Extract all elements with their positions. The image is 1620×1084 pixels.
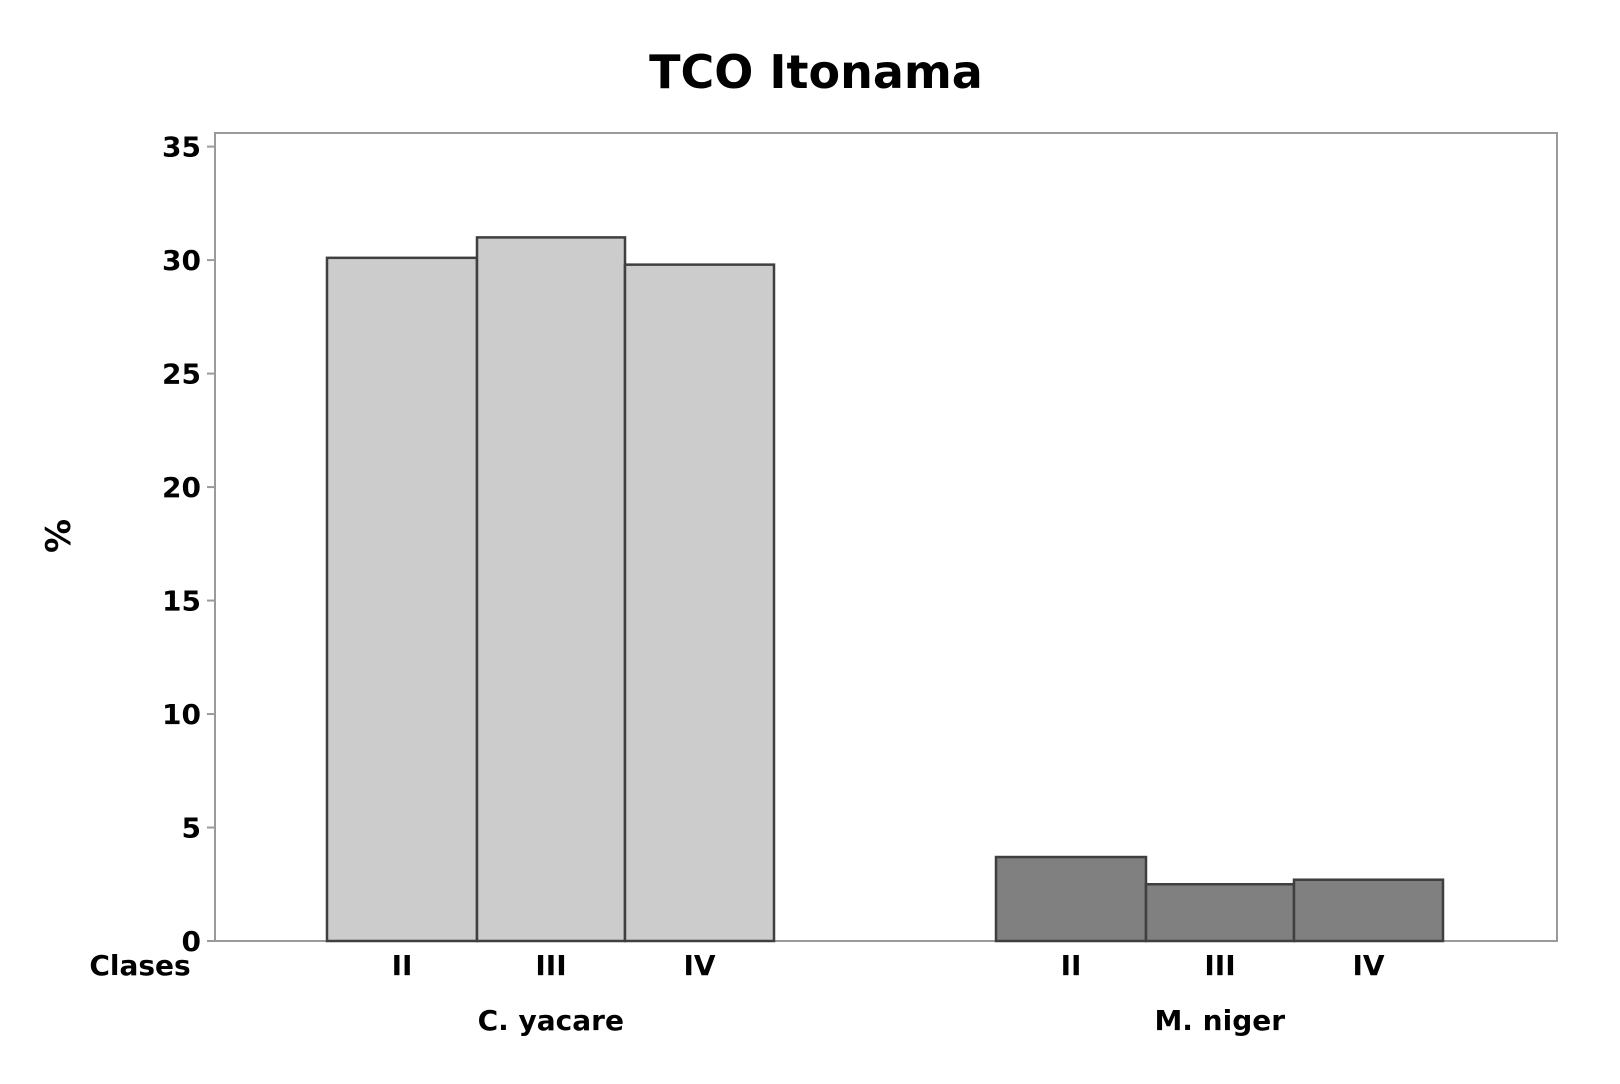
x-category-label: IV [1352,949,1384,982]
chart-title: TCO Itonama [649,45,983,99]
plot-frame [214,132,1558,942]
x-group-label: M. niger [1154,1004,1285,1037]
y-tick-label: 20 [162,471,201,504]
y-tick-label: 10 [162,698,201,731]
y-tick-label: 30 [162,244,201,277]
y-tick-label: 35 [162,131,201,164]
bar [623,263,776,943]
x-category-label: II [1061,949,1082,982]
x-category-label: II [392,949,413,982]
bar [1144,883,1296,943]
y-tick-label: 25 [162,358,201,391]
bar [475,236,627,943]
x-category-label: III [535,949,566,982]
bar [1292,878,1445,943]
y-tick-label: 0 [182,925,201,958]
bar [994,855,1148,943]
x-category-label: III [1204,949,1235,982]
x-axis-row-label: Clases [89,949,190,982]
y-axis-label: % [39,519,79,553]
y-tick-label: 15 [162,585,201,618]
x-category-label: IV [683,949,715,982]
x-group-label: C. yacare [478,1004,624,1037]
y-tick-label: 5 [182,812,201,845]
bar [325,256,479,943]
